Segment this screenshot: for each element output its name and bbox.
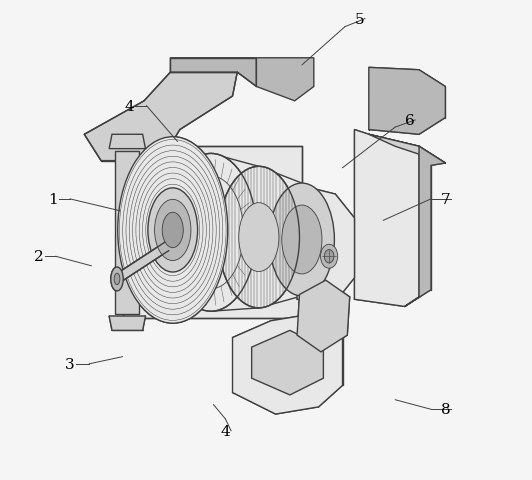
Ellipse shape <box>114 274 120 285</box>
Polygon shape <box>354 130 419 307</box>
Ellipse shape <box>269 184 335 296</box>
Ellipse shape <box>155 200 191 261</box>
Polygon shape <box>117 239 170 285</box>
Polygon shape <box>256 59 314 102</box>
Ellipse shape <box>218 167 300 308</box>
Polygon shape <box>297 185 354 302</box>
Ellipse shape <box>196 206 226 259</box>
Text: 6: 6 <box>405 114 414 128</box>
Polygon shape <box>405 147 445 307</box>
Ellipse shape <box>155 200 191 261</box>
Ellipse shape <box>325 250 334 264</box>
Polygon shape <box>84 73 237 161</box>
Ellipse shape <box>162 213 183 248</box>
Polygon shape <box>122 147 302 319</box>
Text: 7: 7 <box>440 192 450 206</box>
Ellipse shape <box>111 267 123 291</box>
Ellipse shape <box>111 267 123 291</box>
Polygon shape <box>115 152 139 314</box>
Text: 4: 4 <box>220 424 230 438</box>
Polygon shape <box>252 331 323 395</box>
Polygon shape <box>232 314 343 414</box>
Ellipse shape <box>282 205 322 275</box>
Text: 4: 4 <box>125 99 135 113</box>
Ellipse shape <box>118 137 228 324</box>
Polygon shape <box>117 239 170 285</box>
Ellipse shape <box>165 154 256 312</box>
Text: 2: 2 <box>34 250 44 264</box>
Text: 5: 5 <box>354 12 364 26</box>
Ellipse shape <box>118 137 228 324</box>
Ellipse shape <box>320 245 338 269</box>
Polygon shape <box>109 316 145 331</box>
Polygon shape <box>109 135 145 149</box>
Text: 3: 3 <box>65 357 74 371</box>
Ellipse shape <box>148 189 197 273</box>
Polygon shape <box>297 281 350 352</box>
Text: 1: 1 <box>48 192 58 206</box>
Ellipse shape <box>162 213 183 248</box>
Polygon shape <box>369 68 445 135</box>
Ellipse shape <box>239 203 279 272</box>
Polygon shape <box>170 59 256 87</box>
Ellipse shape <box>148 189 197 273</box>
Text: 8: 8 <box>440 402 450 417</box>
Polygon shape <box>369 135 445 164</box>
Ellipse shape <box>114 274 120 285</box>
